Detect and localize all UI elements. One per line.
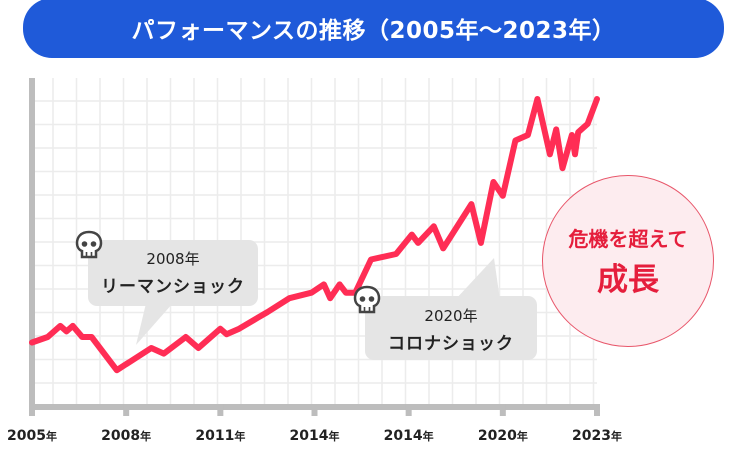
callout-tail-2008 <box>136 295 180 345</box>
x-axis-ticks <box>29 404 600 416</box>
x-axis-label: 2011年 <box>195 428 246 444</box>
x-axis-label: 2008年 <box>101 428 152 444</box>
x-axis-label: 2014年 <box>383 428 434 444</box>
callout-year: 2008年 <box>146 250 200 268</box>
x-axis-label: 2014年 <box>289 428 340 444</box>
x-axis-label: 2005年 <box>7 428 57 444</box>
skull-icon <box>353 285 381 314</box>
badge-line2: 成長 <box>597 262 659 298</box>
y-axis <box>29 78 35 413</box>
callout-lehman: 2008年 リーマンショック <box>88 240 258 306</box>
callout-event: コロナショック <box>388 334 514 354</box>
callout-tail-2020 <box>455 258 500 300</box>
callout-event: リーマンショック <box>101 277 245 297</box>
growth-badge: 危機を超えて 成長 <box>542 175 714 347</box>
x-axis-label: 2020年 <box>477 428 528 444</box>
x-axis-label: 2023年 <box>572 428 622 444</box>
skull-icon <box>75 230 103 259</box>
callout-covid: 2020年 コロナショック <box>365 296 537 360</box>
title-bar: パフォーマンスの推移（2005年〜2023年） <box>23 0 724 58</box>
chart-title: パフォーマンスの推移（2005年〜2023年） <box>131 18 616 44</box>
performance-line <box>29 96 600 374</box>
callout-year: 2020年 <box>424 307 478 325</box>
badge-line1: 危機を超えて <box>568 227 688 251</box>
